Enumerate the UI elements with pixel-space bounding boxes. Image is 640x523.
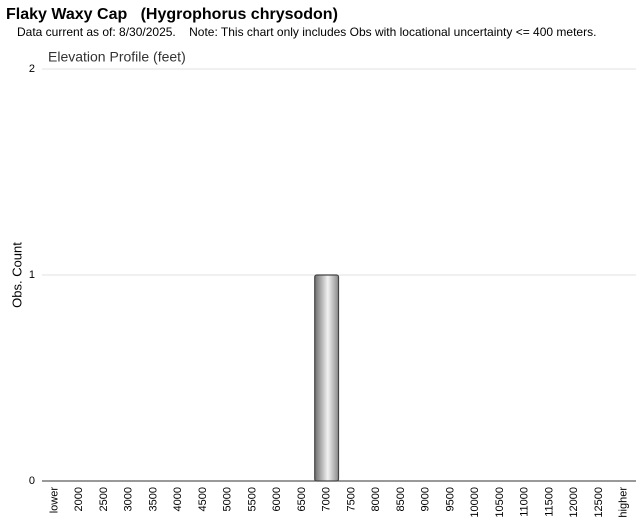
bar xyxy=(314,274,340,482)
x-tick-label: 7500 xyxy=(345,487,357,511)
x-tick-label: 12500 xyxy=(593,487,605,518)
x-tick-label: 9500 xyxy=(444,487,456,511)
x-tick-label: 10000 xyxy=(469,487,481,518)
y-tick-label: 0 xyxy=(29,475,35,487)
x-tick-label: 8000 xyxy=(370,487,382,511)
x-tick-label: 5000 xyxy=(222,487,234,511)
subtitle: Data current as of: 8/30/2025. Note: Thi… xyxy=(17,25,596,39)
x-tick-label: 8500 xyxy=(395,487,407,511)
x-tick-label: 4500 xyxy=(197,487,209,511)
title: Flaky Waxy Cap (Hygrophorus chrysodon) xyxy=(6,6,338,23)
x-tick-label: 12000 xyxy=(568,487,580,518)
x-tick-label: 3000 xyxy=(123,487,135,511)
x-tick-label: 3500 xyxy=(147,487,159,511)
x-tick-label: 11000 xyxy=(519,487,531,517)
x-tick-label: 2500 xyxy=(98,487,110,511)
x-tick-label: higher xyxy=(618,487,630,518)
x-tick-label: 4000 xyxy=(172,487,184,511)
x-tick-label: 11500 xyxy=(543,487,555,517)
x-tick-label: 2000 xyxy=(73,487,85,511)
x-tick-label: 5500 xyxy=(246,487,258,511)
x-tick-label: lower xyxy=(48,487,60,514)
x-tick-label: 6500 xyxy=(296,487,308,511)
y-axis-label: Obs. Count xyxy=(9,242,24,308)
x-tick-label: 10500 xyxy=(494,487,506,518)
chart-title: Elevation Profile (feet) xyxy=(48,49,186,65)
x-tick-label: 9000 xyxy=(420,487,432,511)
x-tick-label: 6000 xyxy=(271,487,283,511)
x-tick-label: 7000 xyxy=(321,487,333,511)
y-tick-label: 2 xyxy=(29,63,35,75)
y-tick-label: 1 xyxy=(29,269,35,281)
